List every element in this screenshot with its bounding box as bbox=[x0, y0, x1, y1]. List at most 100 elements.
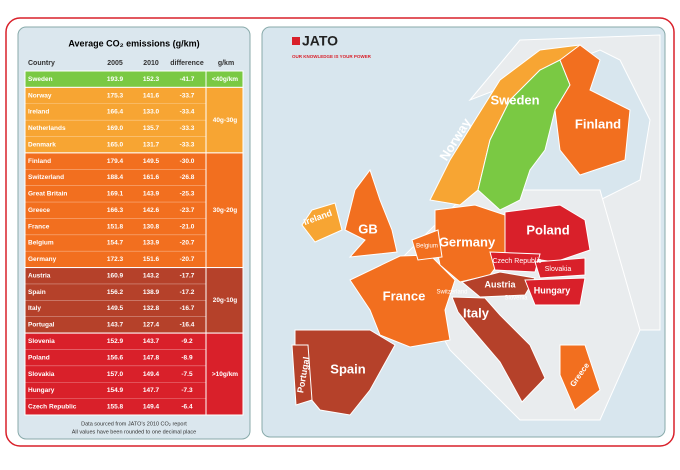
table-cell: 133.0 bbox=[143, 109, 160, 116]
map-label: Hungary bbox=[534, 285, 571, 295]
map-label: Sweden bbox=[490, 92, 539, 107]
group-block bbox=[24, 152, 244, 269]
table-cell: Italy bbox=[28, 305, 41, 312]
table-cell: France bbox=[28, 223, 50, 230]
table-cell: 169.0 bbox=[107, 125, 124, 132]
group-block bbox=[24, 86, 244, 154]
table-cell: 169.1 bbox=[107, 191, 124, 198]
map-label: Spain bbox=[330, 361, 365, 376]
group-range: 20g-10g bbox=[213, 297, 238, 304]
table-cell: Austria bbox=[28, 272, 51, 279]
table-cell: Slovakia bbox=[28, 371, 55, 378]
table-cell: 152.3 bbox=[143, 76, 160, 83]
table-cell: 138.9 bbox=[143, 289, 160, 296]
table-cell: 133.9 bbox=[143, 240, 160, 247]
table-cell: 142.6 bbox=[143, 207, 160, 214]
table-cell: 155.8 bbox=[107, 404, 124, 411]
map-label: Switzerland bbox=[436, 290, 467, 296]
footnote: Data sourced from JATO's 2010 CO₂ report bbox=[81, 421, 187, 427]
table-cell: 160.9 bbox=[107, 272, 124, 279]
table-cell: 151.6 bbox=[143, 256, 160, 263]
table-cell: -16.4 bbox=[180, 322, 195, 329]
table-cell: 141.6 bbox=[143, 92, 160, 99]
table-cell: Greece bbox=[28, 207, 50, 214]
table-cell: 135.7 bbox=[143, 125, 160, 132]
table-cell: 179.4 bbox=[107, 158, 124, 165]
table-cell: -21.0 bbox=[180, 223, 195, 230]
table-cell: 131.7 bbox=[143, 141, 160, 148]
table-cell: 193.9 bbox=[107, 76, 124, 83]
table-cell: 143.7 bbox=[107, 322, 124, 329]
table-cell: Portugal bbox=[28, 322, 55, 329]
country-finland bbox=[554, 44, 631, 176]
map-label: Finland bbox=[575, 116, 621, 131]
table-cell: 157.0 bbox=[107, 371, 124, 378]
table-cell: Switzerland bbox=[28, 174, 64, 181]
table-cell: 175.3 bbox=[107, 92, 124, 99]
country-ireland bbox=[301, 202, 343, 243]
country-gb bbox=[344, 168, 398, 258]
table-cell: 166.4 bbox=[107, 109, 124, 116]
table-cell: -16.7 bbox=[180, 305, 195, 312]
map-label: Czech Republic bbox=[492, 258, 542, 265]
table-cell: Slovenia bbox=[28, 338, 55, 345]
table-cell: 149.5 bbox=[143, 158, 160, 165]
table-cell: 143.2 bbox=[143, 272, 160, 279]
table-cell: 132.8 bbox=[143, 305, 160, 312]
table-cell: -33.7 bbox=[180, 92, 195, 99]
table-cell: 152.9 bbox=[107, 338, 124, 345]
table-cell: Denmark bbox=[28, 141, 56, 148]
table-cell: 149.4 bbox=[143, 371, 160, 378]
country-czech bbox=[489, 251, 541, 273]
column-header: 2010 bbox=[143, 60, 159, 67]
country-greece bbox=[559, 344, 601, 411]
group-range: >10g/km bbox=[212, 371, 238, 378]
group-range: 30g-20g bbox=[213, 207, 238, 214]
table-cell: 147.8 bbox=[143, 354, 160, 361]
logo-mark bbox=[292, 37, 300, 45]
table-cell: -33.4 bbox=[180, 109, 195, 116]
table-cell: -33.3 bbox=[180, 125, 195, 132]
table-cell: 161.6 bbox=[143, 174, 160, 181]
country-belgium bbox=[411, 229, 443, 261]
table-cell: 127.4 bbox=[143, 322, 160, 329]
map-label: Poland bbox=[526, 222, 569, 237]
table-cell: 156.2 bbox=[107, 289, 124, 296]
table-cell: -30.0 bbox=[180, 158, 195, 165]
table-cell: 154.9 bbox=[107, 387, 124, 394]
column-header: Country bbox=[28, 60, 55, 67]
table-cell: -7.3 bbox=[181, 387, 193, 394]
table-cell: -8.9 bbox=[181, 354, 193, 361]
table-title: Average CO₂ emissions (g/km) bbox=[68, 38, 199, 48]
country-france bbox=[349, 254, 456, 348]
table-cell: 154.7 bbox=[107, 240, 124, 247]
table-cell: 172.3 bbox=[107, 256, 124, 263]
country-hungary bbox=[524, 277, 586, 306]
table-cell: Ireland bbox=[28, 109, 49, 116]
table-cell: -41.7 bbox=[180, 76, 195, 83]
table-cell: Belgium bbox=[28, 240, 54, 247]
table-cell: 143.7 bbox=[143, 338, 160, 345]
table-cell: -26.8 bbox=[180, 174, 195, 181]
tagline: OUR KNOWLEDGE IS YOUR POWER bbox=[292, 54, 372, 59]
table-cell: -20.7 bbox=[180, 256, 195, 263]
table-cell: -17.2 bbox=[180, 289, 195, 296]
table-cell: -6.4 bbox=[181, 404, 193, 411]
group-range: <40g/km bbox=[212, 76, 238, 83]
table-cell: Sweden bbox=[28, 76, 53, 83]
table-cell: 151.8 bbox=[107, 223, 124, 230]
column-header: g/km bbox=[218, 60, 234, 67]
table-cell: Great Britain bbox=[28, 191, 67, 198]
table-cell: -23.7 bbox=[180, 207, 195, 214]
table-cell: -25.3 bbox=[180, 191, 195, 198]
table-cell: Czech Republic bbox=[28, 404, 77, 411]
country-italy bbox=[451, 296, 546, 403]
column-header: difference bbox=[170, 60, 204, 67]
group-range: 40g-30g bbox=[213, 117, 238, 124]
table-cell: Finland bbox=[28, 158, 51, 165]
map-label: Italy bbox=[463, 305, 490, 320]
table-cell: -9.2 bbox=[181, 338, 193, 345]
map-label: Belgium bbox=[416, 244, 438, 250]
table-cell: Norway bbox=[28, 92, 52, 99]
